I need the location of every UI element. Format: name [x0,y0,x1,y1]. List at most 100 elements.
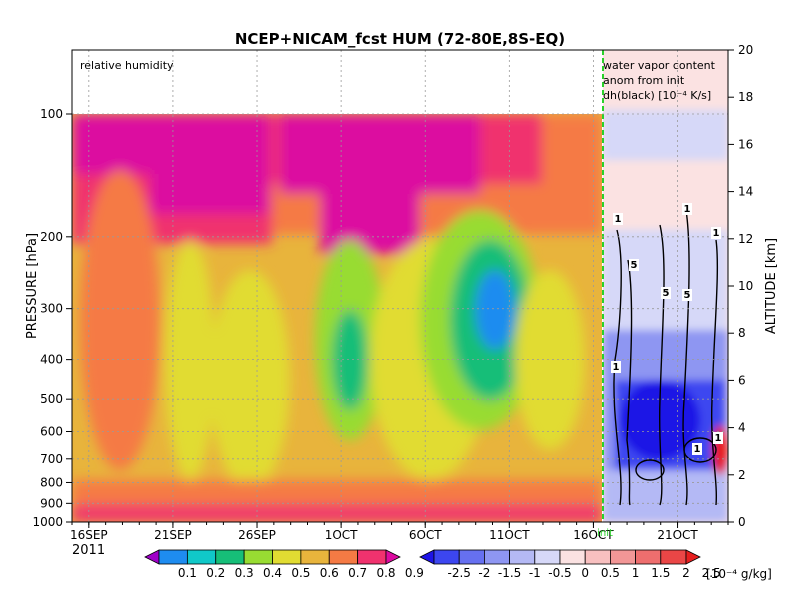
anomaly-colorbar-swatch [660,549,687,565]
y-right-tick-label: 2 [738,468,746,482]
contour-label: 1 [613,362,620,373]
contour-label-bg [692,443,702,455]
anom-field [603,50,728,522]
contour-label-bg [711,227,721,239]
anomaly-colorbar-swatch [433,549,460,565]
rh-colorbar-label: 0.1 [178,566,197,580]
y-right-tick-label: 10 [738,279,753,293]
contour-label: 1 [615,214,622,225]
contour-label-bg [611,361,621,373]
y-right-tick-label: 6 [738,373,746,387]
contour-labels: 1 1 1 5 5 5 1 1 1 [611,203,723,455]
rh-colorbar-swatch [385,549,401,565]
anomaly-colorbar-label: -2.5 [447,566,470,580]
contour-label: 5 [684,290,691,301]
anomaly-colorbar-label: 0.5 [601,566,620,580]
y-right-tick-label: 18 [738,90,753,104]
y-left-tick-label: 400 [40,353,63,367]
rh-colorbar-swatch [300,549,330,565]
y-left-tick-label: 600 [40,424,63,438]
contour-label: 1 [713,228,720,239]
contour-label-bg [613,213,623,225]
rh-colorbar: 0.1 0.2 0.3 0.4 0.5 0.6 0.7 0.8 0.9 [144,549,424,580]
right-panel-label-line3: dh(black) [10⁻⁴ K/s] [603,89,711,102]
init-label: init [597,528,613,539]
anomaly-colorbar-swatch [509,549,536,565]
anomaly-colorbar-swatch [483,549,510,565]
rh-colorbar-label: 0.6 [320,566,339,580]
y-left-tick-label: 800 [40,475,63,489]
y-right-tick-label: 12 [738,232,753,246]
anomaly-colorbar-label: -1.5 [498,566,521,580]
contour-label-bg [629,259,639,271]
anomaly-colorbar-label: 0 [581,566,589,580]
y-left-tick-label: 200 [40,230,63,244]
contour-label: 5 [631,260,638,271]
y-left-tick-label: 700 [40,452,63,466]
anomaly-colorbar-label: -2 [478,566,490,580]
contour-label: 1 [694,444,701,455]
contour-label: 1 [715,433,722,444]
x-tick-label: 16SEP [70,528,108,542]
x-tick-label: 21SEP [154,528,192,542]
contour-label: 5 [663,288,670,299]
x-tick-label: 26SEP [238,528,276,542]
rh-colorbar-label: 0.2 [206,566,225,580]
rh-upper-blank [72,50,602,114]
y-right-tick-label: 4 [738,421,746,435]
anomaly-colorbar-swatch [610,549,637,565]
anomaly-colorbar-swatch [559,549,586,565]
x-tick-label: 21OCT [657,528,698,542]
anomaly-colorbar-unit: [10⁻⁴ g/kg] [706,567,772,581]
rh-colorbar-label: 0.5 [291,566,310,580]
anomaly-colorbar-swatch [685,549,701,565]
rh-colorbar-swatch [272,549,302,565]
y-left-axis: 100 200 300 400 500 600 700 800 900 1000 [32,107,72,529]
y-left-tick-label: 300 [40,302,63,316]
x-tick-label: 1OCT [325,528,358,542]
rh-colorbar-swatch [243,549,273,565]
contour-label-bg [682,289,692,301]
anomaly-colorbar-label: 1 [632,566,640,580]
y-right-axis: 0 2 4 6 8 10 12 14 16 18 20 [728,43,753,529]
rh-colorbar-label: 0.7 [348,566,367,580]
y-right-tick-label: 16 [738,137,753,151]
rh-colorbar-label: 0.4 [263,566,282,580]
x-tick-label: 11OCT [489,528,530,542]
rh-colorbar-swatch [357,549,387,565]
y-right-tick-label: 20 [738,43,753,57]
rh-colorbar-label: 0.8 [376,566,395,580]
anomaly-colorbar: -2.5 -2 -1.5 -1 -0.5 0 0.5 1 1.5 2 2.5 [419,549,721,580]
anomaly-colorbar-label: -0.5 [548,566,571,580]
y-right-tick-label: 8 [738,326,746,340]
right-panel-label: water vapor content anom from init dh(bl… [603,59,716,102]
contour-label: 1 [684,204,691,215]
anomaly-colorbar-swatch [419,549,435,565]
right-panel-label-line1: water vapor content [603,59,716,72]
right-panel-label-line2: anom from init [603,74,685,87]
rh-colorbar-swatch [215,549,245,565]
anomaly-colorbar-swatch [534,549,561,565]
y-left-tick-label: 100 [40,107,63,121]
anomaly-colorbar-label: 1.5 [651,566,670,580]
x-tick-label: 6OCT [409,528,442,542]
x-year-label: 2011 [72,543,105,558]
y-left-label: PRESSURE [hPa] [25,233,40,339]
chart-title: NCEP+NICAM_fcst HUM (72-80E,8S-EQ) [235,30,565,48]
left-panel-label: relative humidity [80,59,174,72]
grid [72,50,728,523]
x-axis: 16SEP 21SEP 26SEP 1OCT 6OCT 11OCT 16OCT 21OCT [70,522,729,542]
y-left-tick-label: 1000 [32,515,63,529]
rh-colorbar-swatch [144,549,160,565]
anomaly-colorbar-label: -1 [529,566,541,580]
rh-colorbar-swatch [328,549,359,565]
y-right-tick-label: 0 [738,515,746,529]
anomaly-colorbar-label: 2.5 [702,566,721,580]
rh-colorbar-label: 0.3 [235,566,254,580]
y-right-tick-label: 14 [738,185,753,199]
y-left-tick-label: 500 [40,392,63,406]
rh-field [72,114,602,522]
anomaly-colorbar-label: 2 [682,566,690,580]
heating-contours [613,209,719,506]
